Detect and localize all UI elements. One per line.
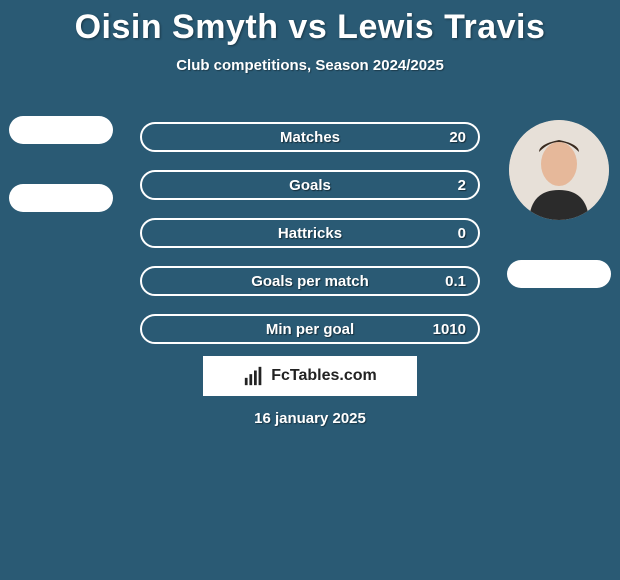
stat-row: Min per goal 1010: [140, 314, 480, 344]
left-player-column: [6, 110, 116, 212]
page-title: Oisin Smyth vs Lewis Travis: [0, 0, 620, 47]
avatar-placeholder-icon: [509, 120, 609, 220]
brand-text: FcTables.com: [271, 367, 377, 385]
right-player-pill: [507, 260, 611, 288]
stat-value-right: 1010: [433, 321, 466, 338]
stat-value-right: 2: [458, 177, 466, 194]
stat-value-right: 0.1: [445, 273, 466, 290]
stat-label: Hattricks: [278, 225, 342, 242]
page-subtitle: Club competitions, Season 2024/2025: [0, 57, 620, 74]
stat-value-right: 20: [449, 129, 466, 146]
stat-row: Hattricks 0: [140, 218, 480, 248]
left-player-pill-2: [9, 184, 113, 212]
stat-value-right: 0: [458, 225, 466, 242]
stat-label: Goals: [289, 177, 331, 194]
stat-label: Matches: [280, 129, 340, 146]
stat-row: Goals per match 0.1: [140, 266, 480, 296]
stat-row: Goals 2: [140, 170, 480, 200]
right-player-avatar: [509, 120, 609, 220]
stat-label: Min per goal: [266, 321, 354, 338]
left-player-pill-1: [9, 116, 113, 144]
bar-chart-icon: [243, 365, 265, 387]
stat-row: Matches 20: [140, 122, 480, 152]
brand-badge: FcTables.com: [203, 356, 417, 396]
stats-rows: Matches 20 Goals 2 Hattricks 0 Goals per…: [140, 122, 480, 344]
date-text: 16 january 2025: [0, 410, 620, 427]
stat-label: Goals per match: [251, 273, 369, 290]
right-player-column: [504, 120, 614, 288]
